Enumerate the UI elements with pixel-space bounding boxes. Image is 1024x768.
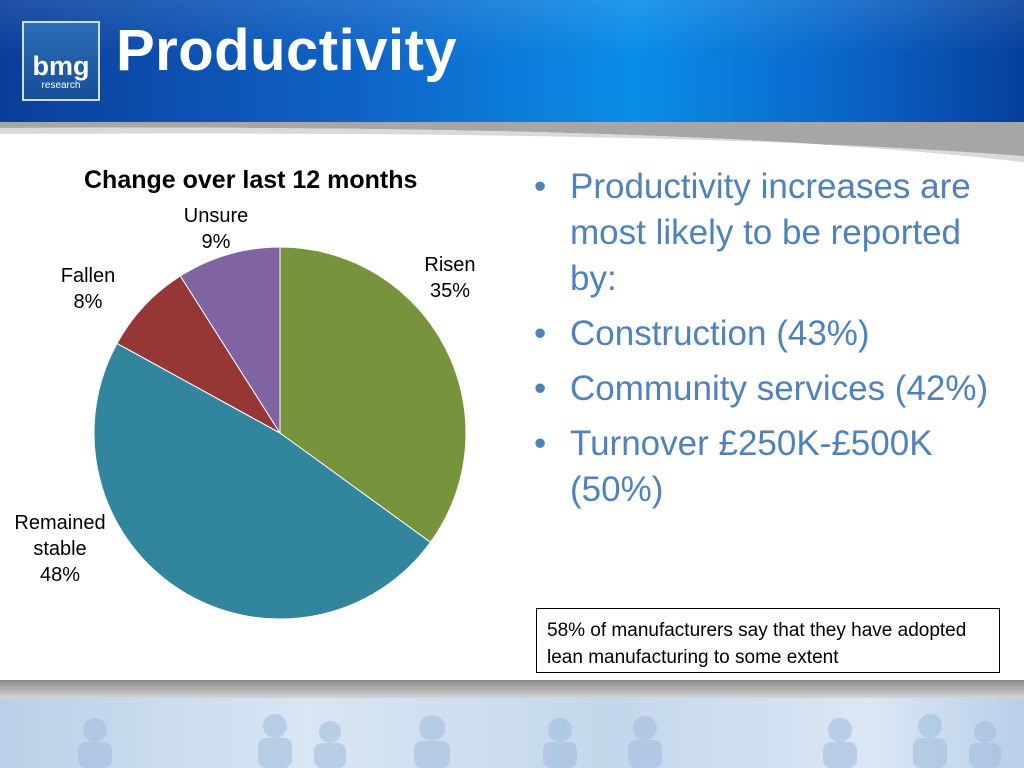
- bullet-text: Productivity increases are most likely t…: [570, 167, 971, 298]
- pie-slice-unsure: [179, 246, 281, 435]
- bullet-list: • Productivity increases are most likely …: [532, 164, 1002, 522]
- header-banner: bmg research Productivity: [0, 0, 1024, 122]
- bullet-item: • Community services (42%): [532, 366, 1002, 412]
- bullet-icon: •: [534, 369, 547, 408]
- bullet-text: Community services (42%): [570, 369, 989, 408]
- chart-title: Change over last 12 months: [84, 166, 418, 194]
- bullet-icon: •: [534, 167, 547, 206]
- logo-subtext: research: [41, 80, 81, 91]
- bullet-icon: •: [534, 314, 547, 353]
- logo-word: bmg: [32, 51, 90, 81]
- header-shine: [0, 0, 1024, 55]
- pie-label-fallen: Fallen 8%: [61, 265, 115, 313]
- pie-slice-remained-stable: [93, 342, 432, 620]
- footer-people-illustration: [78, 714, 1001, 768]
- pie-slice-fallen: [116, 275, 281, 434]
- bullet-text: Construction (43%): [570, 314, 870, 353]
- bmg-research-logo: bmg research: [22, 21, 100, 101]
- footer-photo-band: [0, 680, 1024, 768]
- callout-note: 58% of manufacturers say that they have …: [536, 608, 1000, 673]
- pie-label-remained-stable: Remained stable 48%: [14, 512, 105, 586]
- pie-slice-risen: [279, 246, 467, 544]
- page-title: Productivity: [116, 18, 458, 83]
- pie-label-unsure: Unsure 9%: [184, 205, 248, 253]
- header-swoosh: [0, 122, 1024, 162]
- pie-chart: Risen 35% Remained stable 48% Fallen 8% Unsure 9…: [14, 205, 476, 620]
- bullet-item: • Productivity increases are most likely …: [532, 164, 1002, 302]
- bullet-icon: •: [534, 424, 547, 463]
- bullet-item: • Construction (43%): [532, 311, 1002, 357]
- bullet-text: Turnover £250K-£500K (50%): [570, 424, 933, 509]
- bullet-item: • Turnover £250K-£500K (50%): [532, 421, 1002, 513]
- pie-label-risen: Risen 35%: [424, 254, 475, 302]
- footer-divider: [0, 680, 1024, 698]
